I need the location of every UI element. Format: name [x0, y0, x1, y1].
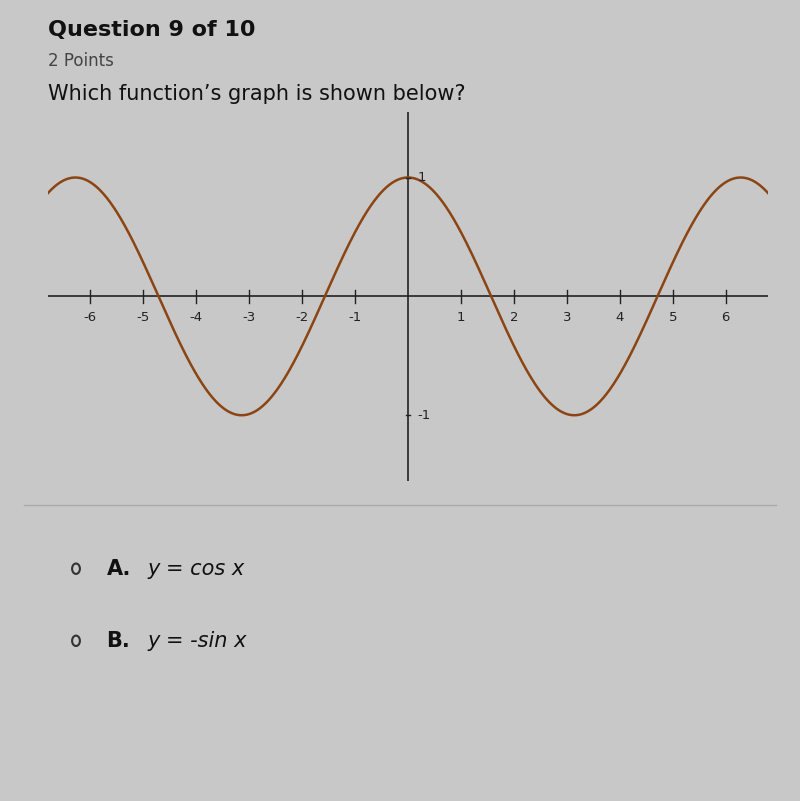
Text: A.: A. [106, 559, 130, 578]
Text: -5: -5 [137, 312, 150, 324]
Text: -6: -6 [84, 312, 97, 324]
Text: 1: 1 [457, 312, 465, 324]
Text: 1: 1 [418, 171, 426, 184]
Text: y = -sin x: y = -sin x [148, 631, 247, 650]
Text: -3: -3 [242, 312, 256, 324]
Text: 6: 6 [722, 312, 730, 324]
Text: Which function’s graph is shown below?: Which function’s graph is shown below? [48, 84, 466, 104]
Text: B.: B. [106, 631, 130, 650]
Text: 4: 4 [615, 312, 624, 324]
Text: 2 Points: 2 Points [48, 52, 114, 70]
Text: y = cos x: y = cos x [148, 559, 246, 578]
Text: -2: -2 [295, 312, 309, 324]
Text: 3: 3 [562, 312, 571, 324]
Text: -1: -1 [418, 409, 430, 422]
Text: 2: 2 [510, 312, 518, 324]
Text: 5: 5 [669, 312, 677, 324]
Text: -1: -1 [349, 312, 362, 324]
Text: -4: -4 [190, 312, 202, 324]
Text: Question 9 of 10: Question 9 of 10 [48, 20, 255, 40]
